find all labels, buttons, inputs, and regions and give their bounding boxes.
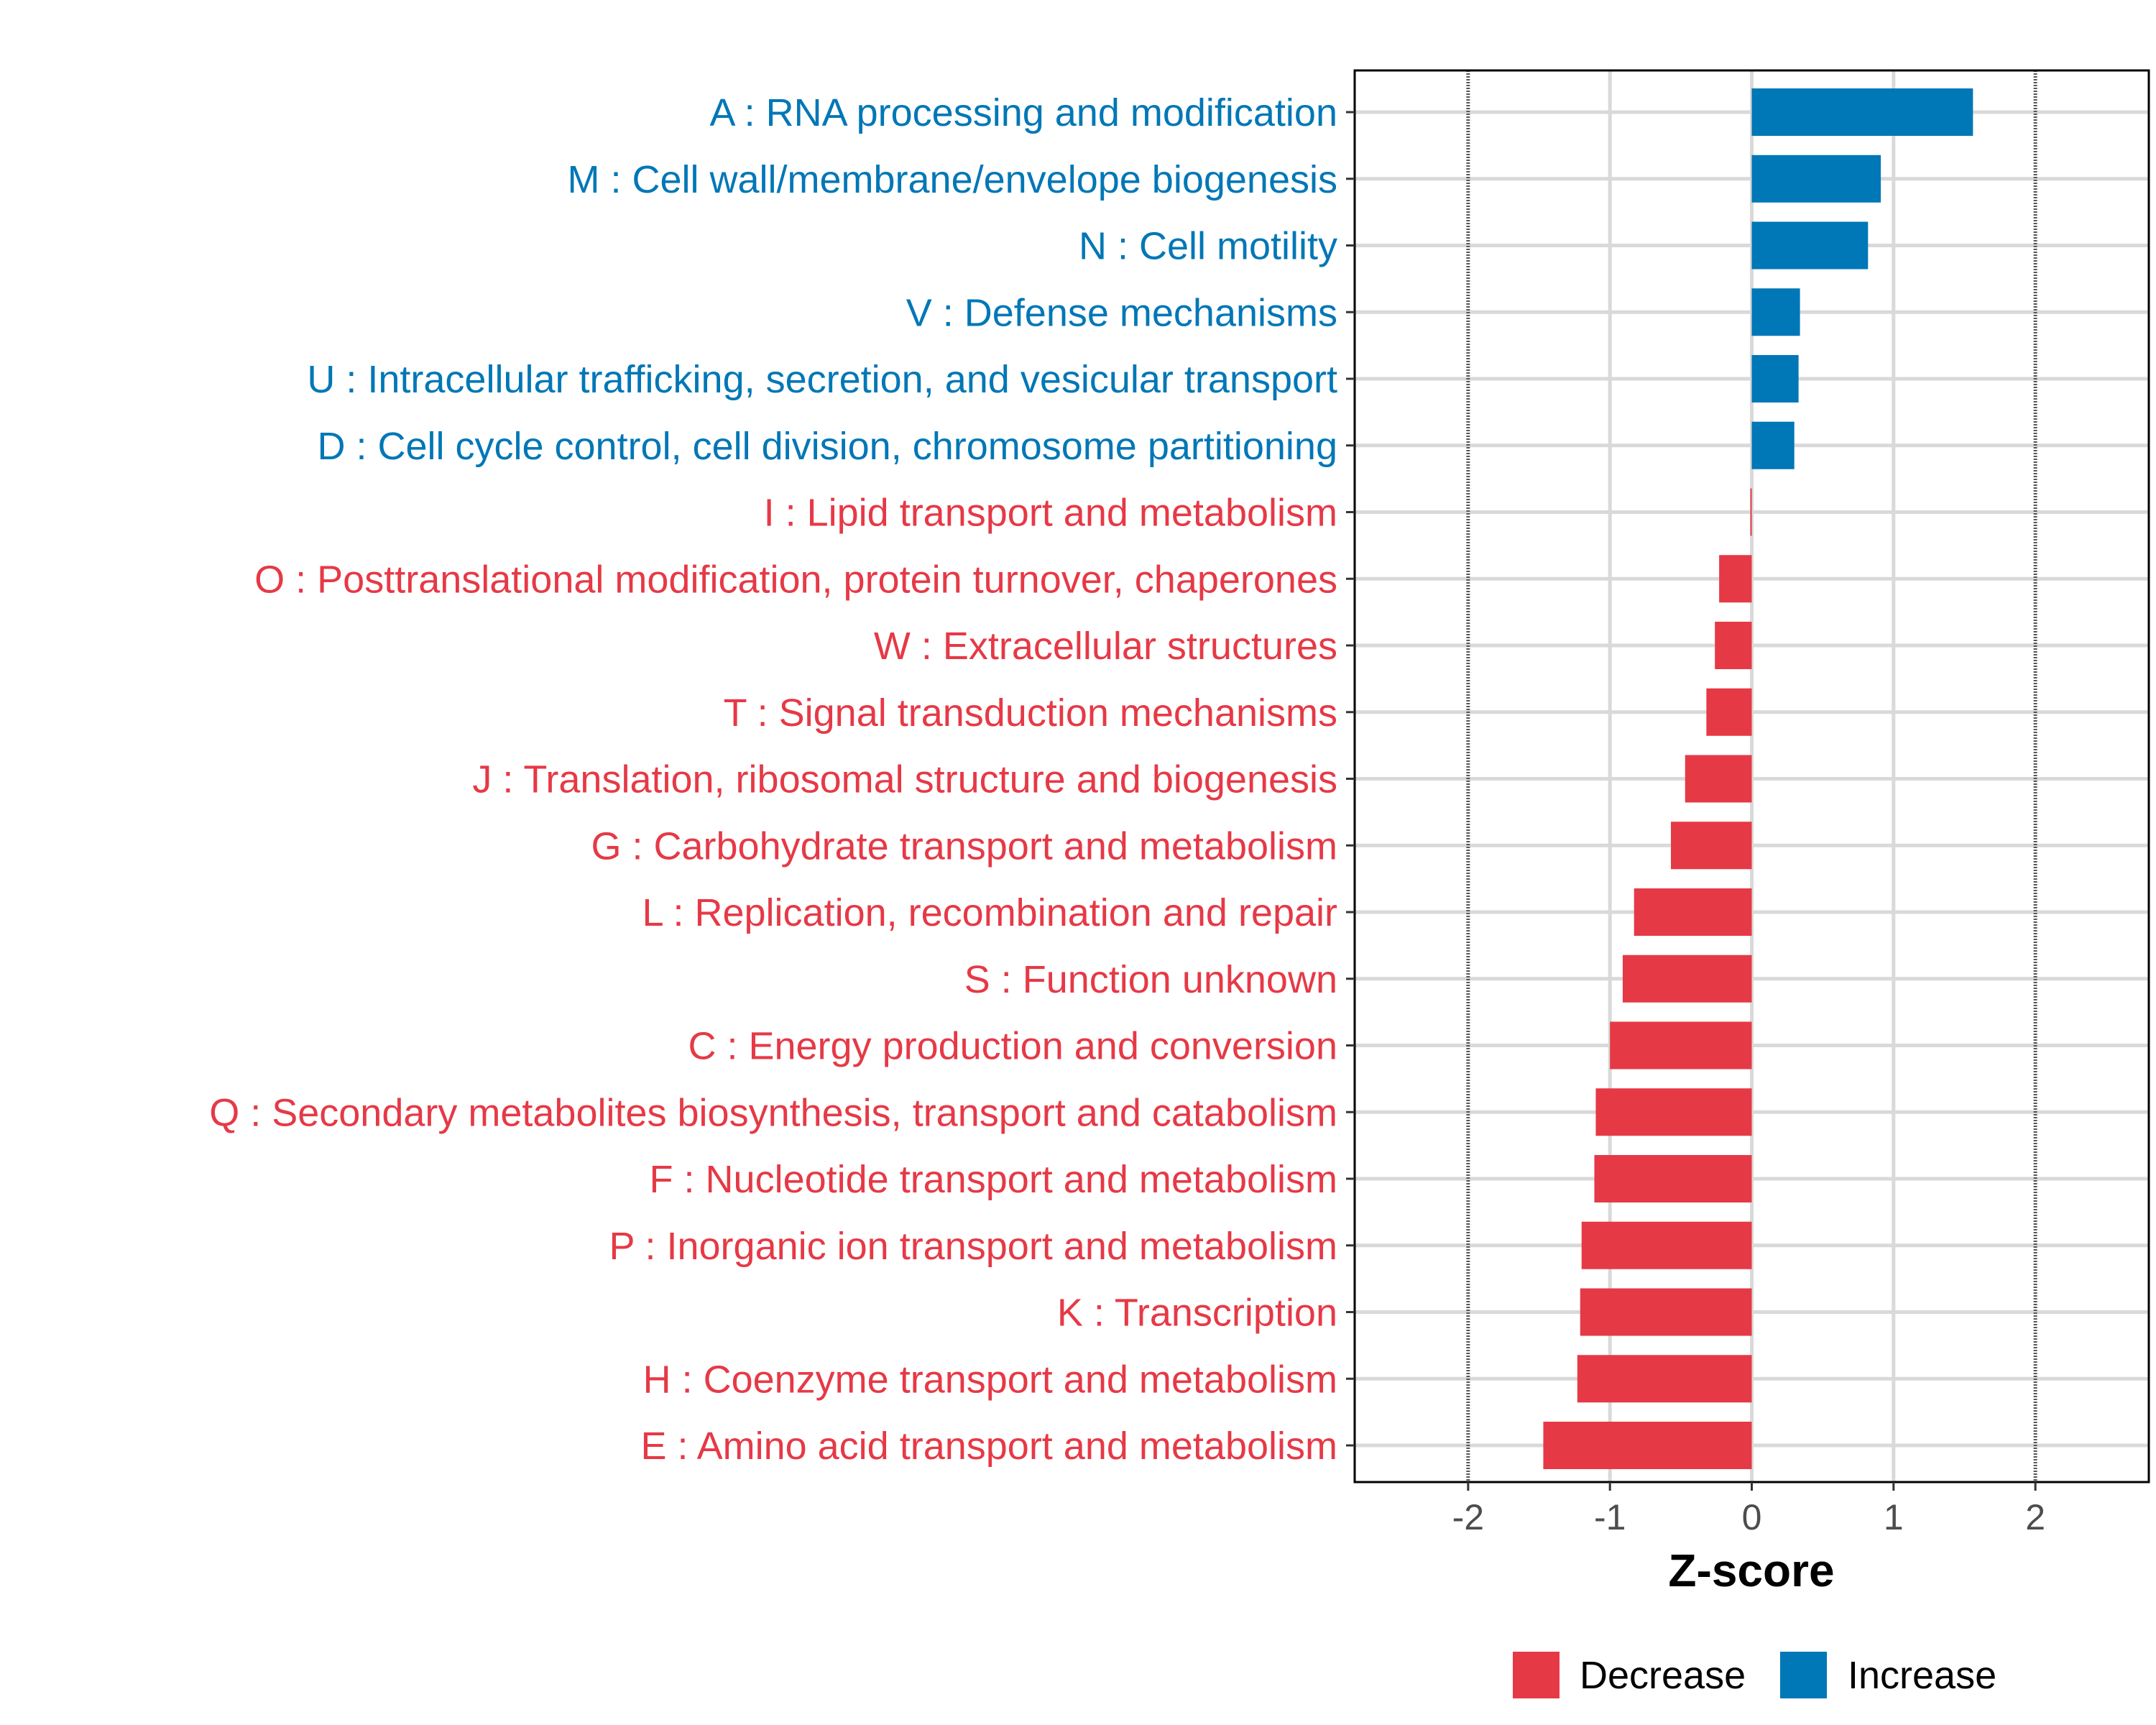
category-label: Q : Secondary metabolites biosynthesis, … [209, 1091, 1337, 1134]
x-axis-title: Z-score [1668, 1545, 1834, 1596]
category-label: W : Extracellular structures [874, 625, 1337, 668]
category-label: G : Carbohydrate transport and metabolis… [591, 824, 1338, 868]
bar [1750, 488, 1752, 536]
bar [1581, 1221, 1752, 1269]
bar [1610, 1021, 1752, 1070]
x-tick-label: 0 [1742, 1497, 1762, 1537]
category-label: N : Cell motility [1079, 225, 1337, 268]
category-label: O : Posttranslational modification, prot… [254, 558, 1337, 601]
category-label: C : Energy production and conversion [688, 1025, 1337, 1068]
bar [1595, 1088, 1752, 1136]
x-axis-ticks: -2 -1 0 1 2 [1452, 1482, 2045, 1537]
category-label: A : RNA processing and modification [710, 91, 1337, 134]
category-label: M : Cell wall/membrane/envelope biogenes… [567, 158, 1337, 201]
category-label: K : Transcription [1057, 1292, 1337, 1335]
legend-label: Decrease [1580, 1654, 1746, 1697]
legend-swatch [1513, 1652, 1560, 1698]
x-tick-label: -1 [1594, 1497, 1626, 1537]
legend-label: Increase [1848, 1654, 1996, 1697]
category-label: D : Cell cycle control, cell division, c… [317, 425, 1337, 468]
legend-swatch [1780, 1652, 1827, 1698]
category-label: U : Intracellular trafficking, secretion… [307, 358, 1337, 401]
bar [1685, 755, 1752, 803]
category-labels: A : RNA processing and modification M : C… [209, 91, 1355, 1468]
bar [1622, 954, 1752, 1003]
bar [1751, 221, 1869, 270]
x-tick-label: -2 [1452, 1497, 1484, 1537]
category-label: S : Function unknown [964, 958, 1337, 1001]
bar [1751, 421, 1795, 469]
category-label: F : Nucleotide transport and metabolism [650, 1158, 1337, 1201]
bar [1751, 288, 1800, 336]
category-label: P : Inorganic ion transport and metaboli… [609, 1225, 1337, 1268]
bar [1671, 822, 1752, 870]
bar [1706, 688, 1752, 736]
category-label: H : Coenzyme transport and metabolism [643, 1358, 1337, 1401]
bar [1634, 888, 1752, 936]
category-label: T : Signal transduction mechanisms [724, 691, 1337, 735]
x-tick-label: 2 [2025, 1497, 2045, 1537]
bar [1751, 155, 1881, 203]
bars [1543, 88, 1973, 1469]
bar [1577, 1355, 1752, 1403]
category-label: V : Defense mechanisms [906, 291, 1337, 334]
bar [1719, 555, 1752, 603]
bar [1751, 88, 1973, 136]
bar [1715, 622, 1752, 669]
category-label: I : Lipid transport and metabolism [764, 492, 1337, 535]
category-label: E : Amino acid transport and metabolism [641, 1425, 1337, 1468]
bar [1580, 1288, 1752, 1336]
x-tick-label: 1 [1884, 1497, 1904, 1537]
bar [1751, 355, 1799, 402]
bar [1543, 1422, 1752, 1469]
legend: Decrease Increase [1513, 1652, 1996, 1698]
category-label: L : Replication, recombination and repai… [642, 891, 1337, 934]
category-label: J : Translation, ribosomal structure and… [472, 758, 1337, 801]
bar [1594, 1155, 1752, 1202]
